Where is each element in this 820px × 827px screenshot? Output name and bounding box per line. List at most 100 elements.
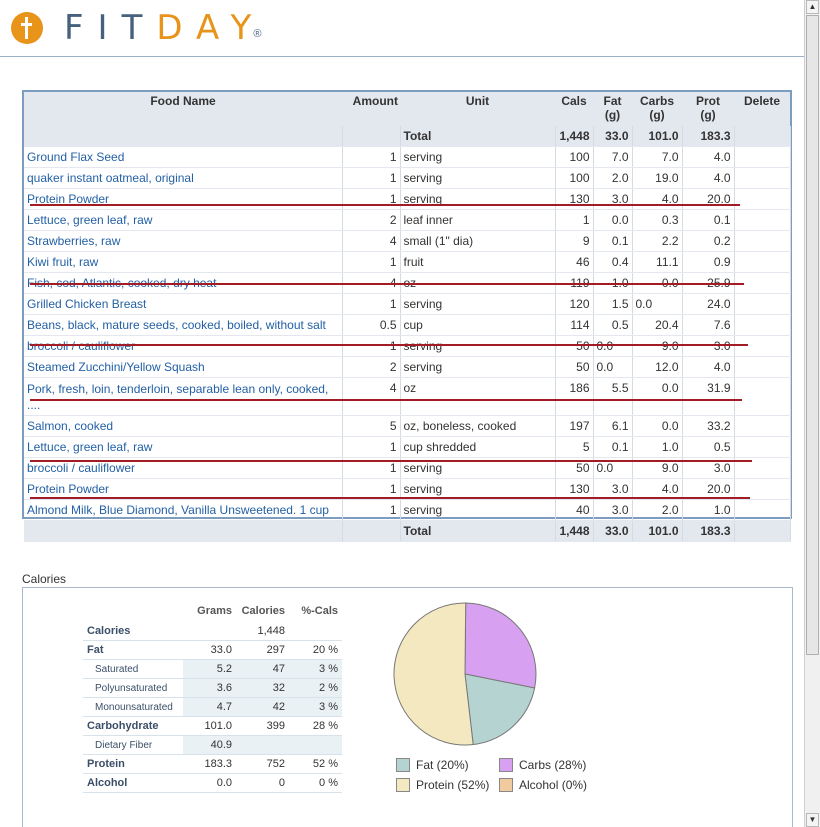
food-unit[interactable]: serving [400, 293, 556, 315]
food-name-link[interactable]: Beans, black, mature seeds, cooked, boil… [24, 314, 343, 336]
food-amount[interactable]: 2 [342, 356, 401, 378]
food-fat: 0.4 [593, 251, 633, 273]
delete-cell[interactable] [734, 478, 791, 500]
food-amount[interactable]: 0.5 [342, 314, 401, 336]
food-cals: 100 [555, 146, 594, 168]
food-name-link[interactable]: Lettuce, green leaf, raw [24, 209, 343, 231]
food-unit[interactable]: oz [400, 377, 556, 416]
total-blank [734, 520, 791, 542]
delete-cell[interactable] [734, 314, 791, 336]
food-amount[interactable]: 1 [342, 478, 401, 500]
column-header: Prot (g) [682, 92, 734, 126]
delete-cell[interactable] [734, 146, 791, 168]
total-fat: 33.0 [593, 520, 633, 542]
food-amount[interactable]: 4 [342, 230, 401, 252]
food-unit[interactable]: serving [400, 335, 556, 357]
food-amount[interactable]: 1 [342, 251, 401, 273]
legend-item-fat: Fat (20%) [396, 758, 469, 772]
food-amount[interactable]: 1 [342, 167, 401, 189]
food-row: Grilled Chicken Breast 1 serving 120 1.5 0.0 2… [24, 293, 791, 315]
legend-swatch [499, 758, 513, 772]
food-name-link[interactable]: Protein Powder [24, 478, 343, 500]
food-row: broccoli / cauliflower 1 serving 50 0.0 9.0 3.… [24, 335, 791, 357]
food-fat: 0.5 [593, 314, 633, 336]
food-amount[interactable]: 1 [342, 146, 401, 168]
food-unit[interactable]: fruit [400, 251, 556, 273]
food-row: Lettuce, green leaf, raw 2 leaf inner 1 0.0 0… [24, 209, 791, 231]
food-amount[interactable]: 1 [342, 335, 401, 357]
food-name-link[interactable]: Kiwi fruit, raw [24, 251, 343, 273]
food-carbs: 2.2 [632, 230, 683, 252]
food-fat: 3.0 [593, 478, 633, 500]
food-unit[interactable]: serving [400, 356, 556, 378]
food-name-link[interactable]: Steamed Zucchini/Yellow Squash [24, 356, 343, 378]
food-name-link[interactable]: Pork, fresh, loin, tenderloin, separable… [24, 377, 343, 416]
nutrient-grams: 4.7 [183, 697, 236, 717]
food-amount[interactable]: 1 [342, 457, 401, 479]
food-unit[interactable]: small (1" dia) [400, 230, 556, 252]
food-prot: 24.0 [682, 293, 735, 315]
food-amount[interactable]: 1 [342, 436, 401, 458]
food-prot: 20.0 [682, 478, 735, 500]
food-amount[interactable]: 2 [342, 209, 401, 231]
delete-cell[interactable] [734, 436, 791, 458]
food-name-link[interactable]: Grilled Chicken Breast [24, 293, 343, 315]
delete-cell[interactable] [734, 415, 791, 437]
food-unit[interactable]: oz, boneless, cooked [400, 415, 556, 437]
food-name-link[interactable]: quaker instant oatmeal, original [24, 167, 343, 189]
food-prot: 3.0 [682, 335, 735, 357]
food-fat: 0.0 [593, 209, 633, 231]
food-name-link[interactable]: broccoli / cauliflower [24, 335, 343, 357]
delete-cell[interactable] [734, 251, 791, 273]
delete-cell[interactable] [734, 230, 791, 252]
red-separator-line [30, 399, 742, 401]
nutrient-cals: 42 [236, 697, 289, 717]
food-cals: 50 [555, 356, 594, 378]
delete-cell[interactable] [734, 188, 791, 210]
food-unit[interactable]: serving [400, 146, 556, 168]
delete-cell[interactable] [734, 457, 791, 479]
delete-cell[interactable] [734, 293, 791, 315]
delete-cell[interactable] [734, 272, 791, 294]
nutrient-cals: 399 [236, 716, 289, 736]
food-amount[interactable]: 4 [342, 377, 401, 416]
scroll-thumb[interactable] [806, 15, 819, 655]
food-unit[interactable]: cup [400, 314, 556, 336]
vertical-scrollbar[interactable]: ▲ ▼ [804, 0, 820, 827]
food-unit[interactable]: serving [400, 499, 556, 521]
delete-cell[interactable] [734, 499, 791, 521]
delete-cell[interactable] [734, 335, 791, 357]
food-name-link[interactable]: Ground Flax Seed [24, 146, 343, 168]
delete-cell[interactable] [734, 356, 791, 378]
food-name-link[interactable]: Lettuce, green leaf, raw [24, 436, 343, 458]
food-unit[interactable]: serving [400, 167, 556, 189]
delete-cell[interactable] [734, 167, 791, 189]
food-amount[interactable]: 1 [342, 188, 401, 210]
nutrient-grams: 3.6 [183, 678, 236, 698]
delete-cell[interactable] [734, 209, 791, 231]
food-name-link[interactable]: Protein Powder [24, 188, 343, 210]
food-name-link[interactable]: Salmon, cooked [24, 415, 343, 437]
delete-cell[interactable] [734, 377, 791, 416]
food-name-link[interactable]: Almond Milk, Blue Diamond, Vanilla Unswe… [24, 499, 343, 521]
food-unit[interactable]: serving [400, 457, 556, 479]
food-unit[interactable]: serving [400, 188, 556, 210]
food-prot: 31.9 [682, 377, 735, 416]
fitday-logo[interactable]: FITDAY ® [10, 6, 261, 50]
food-amount[interactable]: 5 [342, 415, 401, 437]
food-prot: 0.1 [682, 209, 735, 231]
scroll-down-arrow-icon[interactable]: ▼ [806, 813, 819, 827]
food-amount[interactable]: 1 [342, 293, 401, 315]
food-cals: 197 [555, 415, 594, 437]
red-separator-line [30, 460, 752, 462]
nutrient-grams: 5.2 [183, 659, 236, 679]
scroll-up-arrow-icon[interactable]: ▲ [806, 0, 819, 14]
nut-column-header: Grams [197, 605, 232, 617]
food-name-link[interactable]: broccoli / cauliflower [24, 457, 343, 479]
food-unit[interactable]: leaf inner [400, 209, 556, 231]
food-name-link[interactable]: Strawberries, raw [24, 230, 343, 252]
food-prot: 4.0 [682, 146, 735, 168]
food-unit[interactable]: cup shredded [400, 436, 556, 458]
food-amount[interactable]: 1 [342, 499, 401, 521]
food-unit[interactable]: serving [400, 478, 556, 500]
